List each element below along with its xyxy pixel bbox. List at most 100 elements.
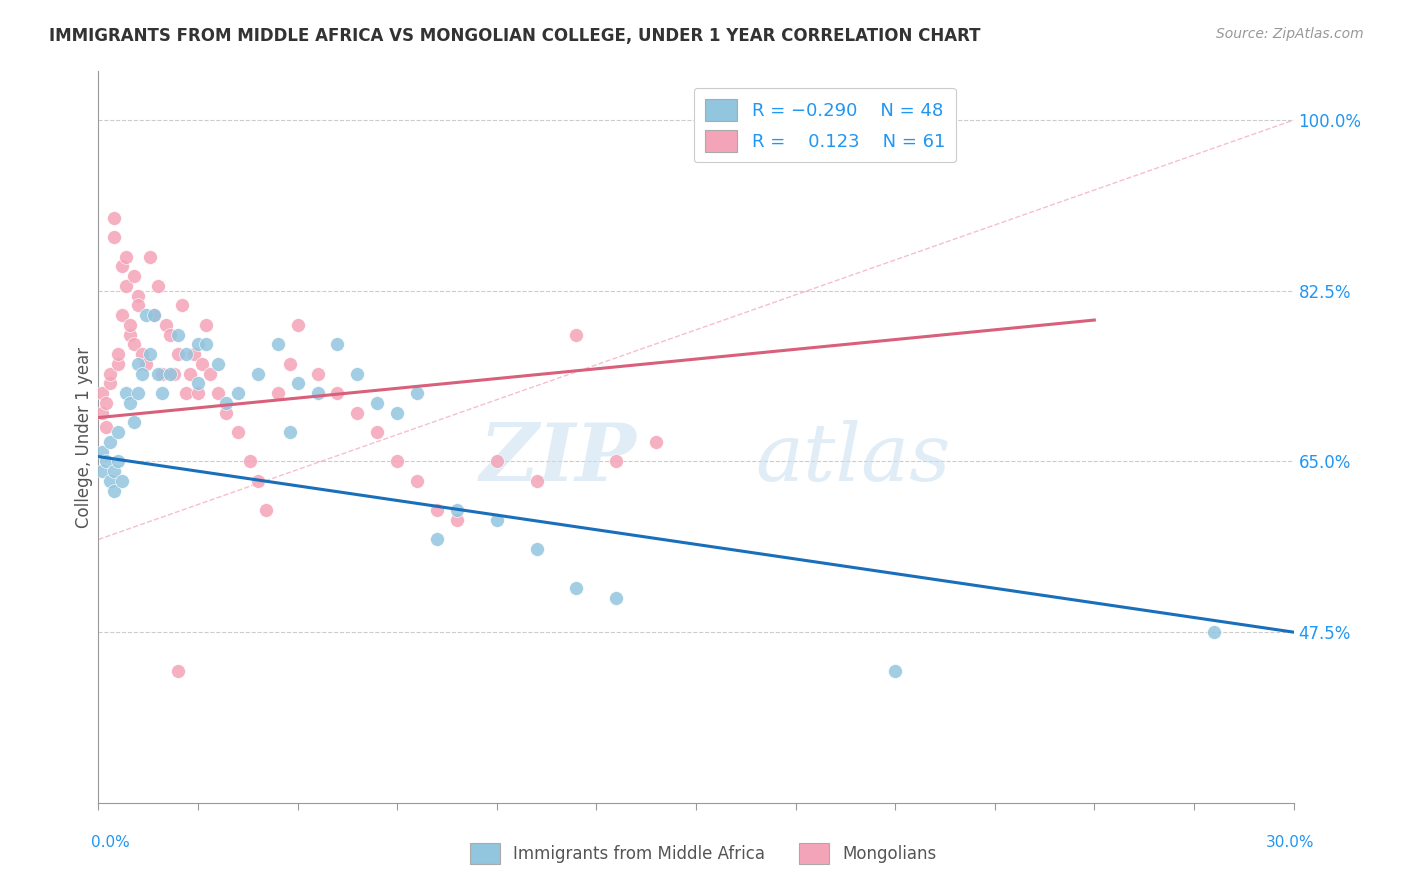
- Point: [254, 503, 277, 517]
- Point: [239, 454, 262, 468]
- Point: [565, 581, 588, 595]
- Point: [1202, 625, 1225, 640]
- Point: [346, 406, 368, 420]
- Point: [131, 367, 153, 381]
- Point: [195, 318, 218, 332]
- Point: [115, 386, 138, 401]
- Point: [207, 357, 229, 371]
- Point: [124, 416, 146, 430]
- Point: [131, 347, 153, 361]
- Point: [120, 396, 142, 410]
- Point: [385, 406, 409, 420]
- Legend: R = −0.290    N = 48, R =    0.123    N = 61: R = −0.290 N = 48, R = 0.123 N = 61: [693, 87, 956, 162]
- Text: 30.0%: 30.0%: [1267, 836, 1315, 850]
- Point: [103, 483, 125, 498]
- Point: [120, 318, 142, 332]
- Point: [526, 542, 548, 557]
- Point: [406, 474, 429, 488]
- Point: [406, 386, 429, 401]
- Point: [246, 474, 269, 488]
- Point: [148, 279, 170, 293]
- Point: [446, 513, 468, 527]
- Point: [98, 434, 122, 449]
- Point: [115, 250, 138, 264]
- Point: [326, 337, 349, 351]
- Legend: Immigrants from Middle Africa, Mongolians: Immigrants from Middle Africa, Mongolian…: [463, 837, 943, 871]
- Point: [215, 396, 238, 410]
- Point: [148, 367, 170, 381]
- Point: [124, 337, 146, 351]
- Point: [107, 347, 129, 361]
- Point: [446, 503, 468, 517]
- Point: [526, 474, 548, 488]
- Point: [98, 367, 122, 381]
- Point: [326, 386, 349, 401]
- Point: [127, 298, 149, 312]
- Point: [187, 337, 209, 351]
- Point: [159, 367, 181, 381]
- Point: [174, 347, 197, 361]
- Point: [565, 327, 588, 342]
- Point: [207, 386, 229, 401]
- Point: [103, 464, 125, 478]
- Point: [167, 347, 190, 361]
- Point: [307, 386, 329, 401]
- Point: [139, 250, 162, 264]
- Point: [172, 298, 194, 312]
- Point: [346, 367, 368, 381]
- Point: [107, 425, 129, 440]
- Point: [187, 376, 209, 391]
- Point: [124, 269, 146, 284]
- Point: [485, 454, 508, 468]
- Point: [167, 664, 190, 678]
- Point: [307, 367, 329, 381]
- Point: [98, 474, 122, 488]
- Point: [605, 454, 627, 468]
- Point: [187, 386, 209, 401]
- Point: [103, 211, 125, 225]
- Point: [366, 396, 388, 410]
- Point: [645, 434, 668, 449]
- Point: [884, 664, 907, 678]
- Point: [135, 308, 157, 322]
- Text: IMMIGRANTS FROM MIDDLE AFRICA VS MONGOLIAN COLLEGE, UNDER 1 YEAR CORRELATION CHA: IMMIGRANTS FROM MIDDLE AFRICA VS MONGOLI…: [49, 27, 981, 45]
- Text: 0.0%: 0.0%: [91, 836, 131, 850]
- Point: [96, 396, 118, 410]
- Point: [485, 513, 508, 527]
- Point: [167, 327, 190, 342]
- Point: [226, 386, 249, 401]
- Point: [426, 503, 449, 517]
- Point: [366, 425, 388, 440]
- Point: [91, 406, 114, 420]
- Text: atlas: atlas: [756, 420, 950, 498]
- Point: [174, 386, 197, 401]
- Text: ZIP: ZIP: [479, 420, 637, 498]
- Point: [191, 357, 214, 371]
- Point: [155, 318, 177, 332]
- Point: [198, 367, 221, 381]
- Point: [127, 357, 149, 371]
- Point: [246, 367, 269, 381]
- Point: [278, 425, 301, 440]
- Point: [127, 288, 149, 302]
- Point: [91, 444, 114, 458]
- Point: [605, 591, 627, 605]
- Point: [278, 357, 301, 371]
- Point: [150, 386, 173, 401]
- Point: [120, 327, 142, 342]
- Point: [107, 454, 129, 468]
- Point: [226, 425, 249, 440]
- Point: [96, 454, 118, 468]
- Point: [287, 318, 309, 332]
- Point: [107, 357, 129, 371]
- Point: [183, 347, 205, 361]
- Point: [96, 420, 118, 434]
- Point: [179, 367, 201, 381]
- Point: [159, 327, 181, 342]
- Point: [127, 386, 149, 401]
- Point: [195, 337, 218, 351]
- Point: [385, 454, 409, 468]
- Point: [215, 406, 238, 420]
- Point: [267, 386, 290, 401]
- Point: [163, 367, 186, 381]
